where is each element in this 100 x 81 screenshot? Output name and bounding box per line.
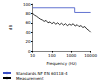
svg-text:10: 10 <box>30 53 36 58</box>
svg-text:dB: dB <box>8 25 13 31</box>
svg-text:100: 100 <box>48 53 56 58</box>
svg-text:40: 40 <box>25 30 31 35</box>
svg-text:60: 60 <box>25 20 31 25</box>
svg-text:0: 0 <box>28 48 31 54</box>
svg-text:1000: 1000 <box>66 53 77 58</box>
svg-text:Standards NF EN 60118-4: Standards NF EN 60118-4 <box>16 70 68 76</box>
svg-text:20: 20 <box>25 39 31 44</box>
svg-text:Frequency (Hz): Frequency (Hz) <box>47 61 78 66</box>
svg-text:100: 100 <box>23 2 31 7</box>
svg-text:10000: 10000 <box>84 53 97 58</box>
svg-text:80: 80 <box>25 11 31 16</box>
svg-text:Measurement: Measurement <box>16 76 44 81</box>
